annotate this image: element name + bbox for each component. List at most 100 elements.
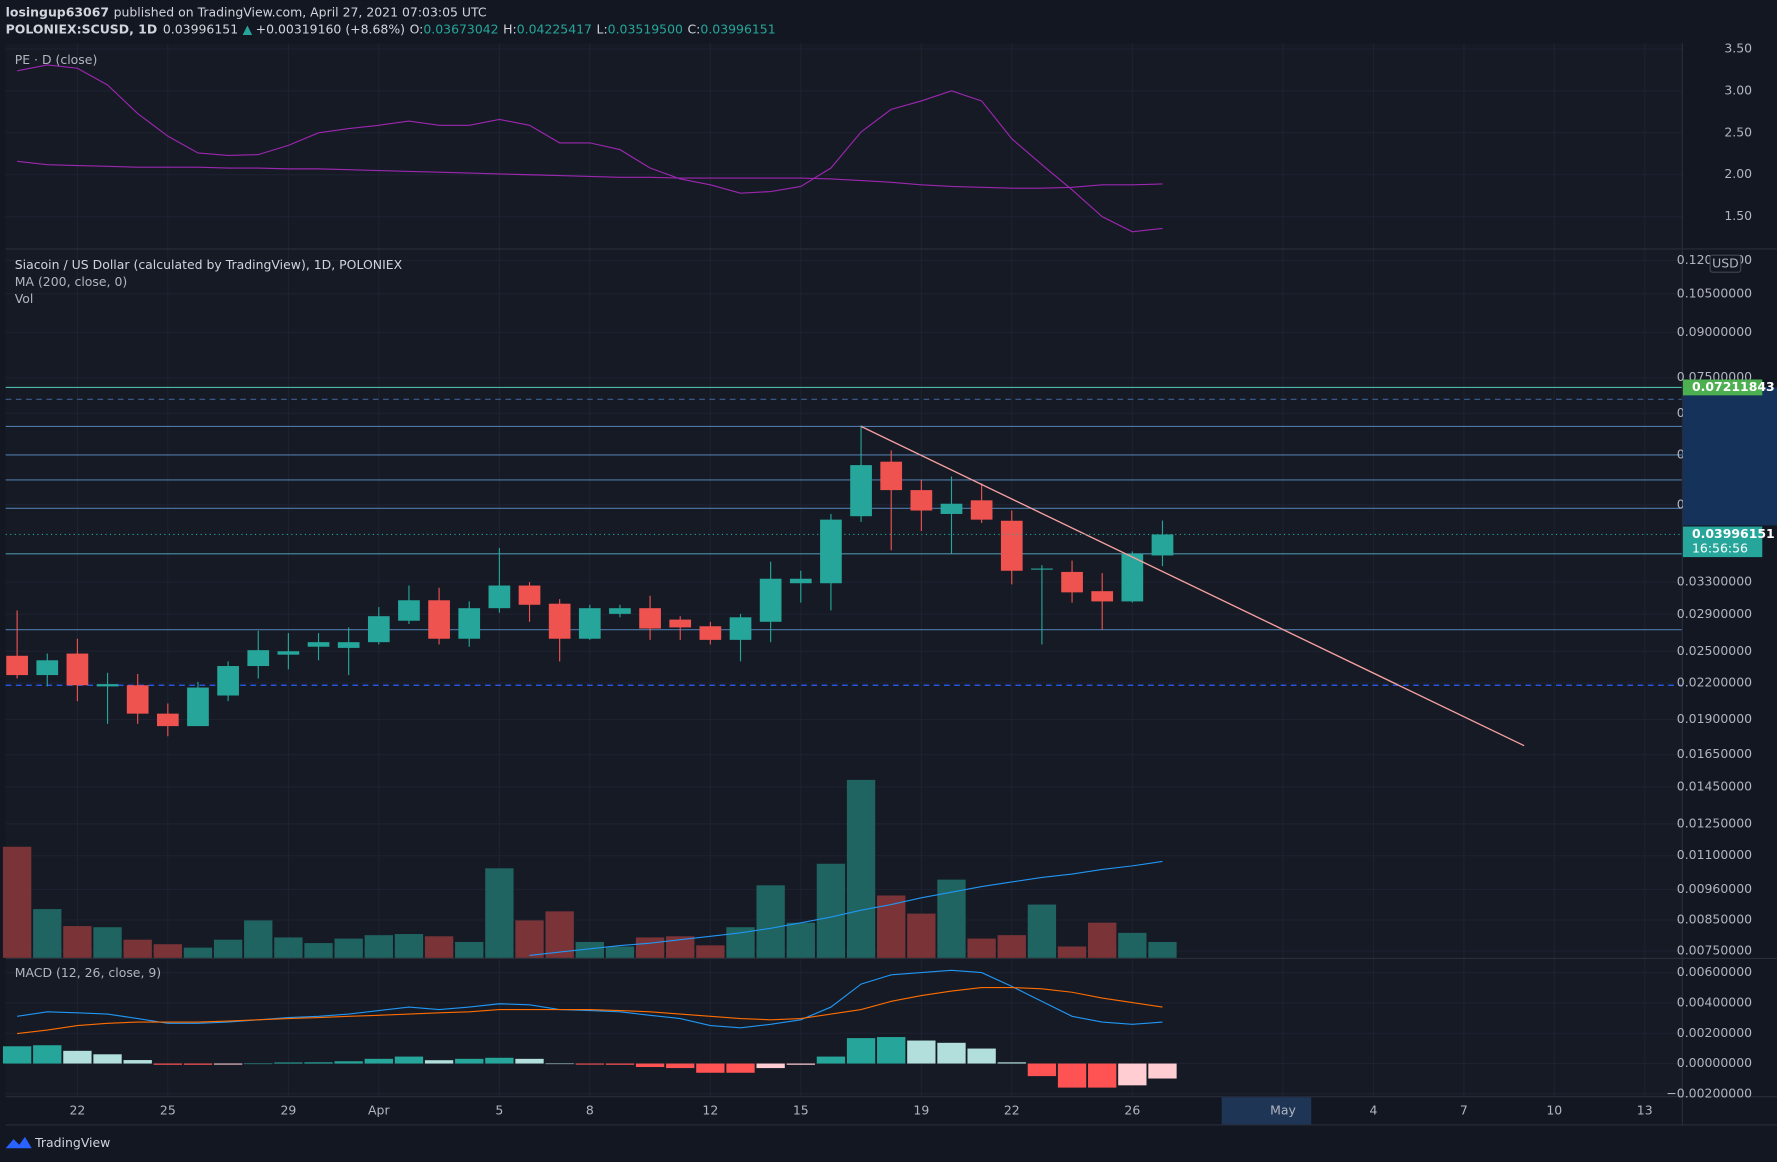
- x-tick-label: 22: [1004, 1102, 1020, 1117]
- candle-body: [337, 642, 360, 648]
- y-tick-label: 1.50: [1724, 208, 1752, 223]
- candle-body: [759, 578, 782, 622]
- histogram-bar: [575, 1063, 604, 1065]
- x-tick-label: 15: [793, 1102, 809, 1117]
- last-price-label: 0.03996151: [1692, 526, 1775, 541]
- series-line: [17, 969, 1163, 1029]
- brand: TradingView: [34, 1135, 110, 1150]
- volume-bar: [153, 944, 182, 958]
- volume-bar: [605, 946, 635, 958]
- histogram-bar: [997, 1062, 1026, 1064]
- volume-bar: [334, 938, 363, 958]
- volume-bar: [424, 936, 454, 958]
- volume-bar: [394, 934, 424, 958]
- volume-bar: [575, 941, 604, 958]
- volume-bar: [33, 909, 62, 958]
- y-tick-label: 3.50: [1724, 40, 1752, 55]
- histogram-bar: [123, 1060, 152, 1064]
- volume-bar: [545, 911, 574, 958]
- last-price-badge: [1682, 526, 1763, 558]
- y-tick-label: 0.00850000: [1677, 911, 1752, 926]
- histogram-bar: [696, 1063, 725, 1073]
- candle-body: [970, 500, 993, 520]
- axis-range: [1682, 387, 1777, 526]
- x-tick-label: 8: [586, 1102, 594, 1117]
- countdown: 16:56:56: [1692, 541, 1748, 556]
- candle-body: [850, 465, 872, 517]
- y-tick-label: 0.00400000: [1677, 994, 1752, 1009]
- volume-bar: [666, 936, 695, 958]
- histogram-bar: [515, 1058, 544, 1064]
- y-tick-label: 0.00200000: [1677, 1025, 1752, 1040]
- x-tick-label: 13: [1637, 1102, 1653, 1117]
- x-tick-label: 7: [1460, 1102, 1468, 1117]
- indicator-label: MA (200, close, 0): [15, 274, 128, 289]
- candle-body: [428, 600, 450, 639]
- quote-line: POLONIEX:SCUSD, 1D 0.03996151 ▲ +0.00319160…: [6, 21, 776, 36]
- histogram-bar: [213, 1063, 243, 1065]
- x-tick-label: 29: [280, 1102, 296, 1117]
- candle-body: [1031, 568, 1053, 570]
- histogram-bar: [183, 1063, 213, 1065]
- candle-body: [488, 585, 511, 609]
- volume-bar: [1057, 946, 1087, 958]
- histogram-bar: [605, 1063, 635, 1065]
- histogram-bar: [907, 1040, 936, 1064]
- series-line: [17, 160, 1163, 189]
- volume-bar: [485, 868, 514, 958]
- histogram-bar: [394, 1056, 424, 1064]
- volume-bar: [123, 939, 152, 958]
- candle-body: [367, 616, 390, 643]
- candle-body: [126, 685, 149, 714]
- volume-bar: [63, 926, 92, 958]
- candle-body: [6, 655, 28, 676]
- histogram-bar: [545, 1063, 574, 1065]
- volume-bar: [967, 938, 996, 958]
- histogram-bar: [1057, 1063, 1087, 1088]
- x-tick-label: 4: [1369, 1102, 1377, 1117]
- volume-bar: [213, 939, 243, 958]
- candle-body: [398, 600, 420, 621]
- x-tick-label: 5: [495, 1102, 503, 1117]
- histogram-bar: [756, 1063, 785, 1069]
- candle-body: [729, 617, 752, 640]
- candle-body: [1000, 520, 1023, 571]
- pane-title: PE · D (close): [15, 52, 98, 67]
- candle-body: [217, 666, 239, 696]
- y-tick-label: 0.00960000: [1677, 881, 1752, 896]
- y-tick-label: 0.01250000: [1677, 815, 1752, 830]
- candle-body: [940, 503, 963, 514]
- volume-bar: [756, 885, 785, 958]
- histogram-bar: [304, 1062, 333, 1064]
- candle-body: [609, 608, 631, 614]
- logo: TradingView: [5, 1135, 110, 1150]
- x-tick-label: 22: [69, 1102, 85, 1117]
- x-tick-label: 10: [1546, 1102, 1562, 1117]
- y-tick-label: 2.50: [1724, 124, 1752, 139]
- y-tick-label: −0.00200000: [1666, 1085, 1752, 1100]
- y-tick-label: 0.01900000: [1677, 711, 1752, 726]
- candle-body: [578, 608, 601, 639]
- x-tick-label: 19: [913, 1102, 929, 1117]
- volume-bar: [244, 920, 273, 958]
- candle-body: [96, 684, 119, 687]
- candle-body: [820, 519, 842, 584]
- volume-bar: [907, 913, 936, 958]
- x-tick-label: 25: [160, 1102, 176, 1117]
- volume-bar: [364, 935, 393, 958]
- candle-body: [639, 608, 661, 629]
- volume-bar: [816, 863, 846, 958]
- logo-icon: [5, 1136, 32, 1149]
- candle-body: [789, 578, 812, 584]
- volume-bar: [696, 945, 725, 958]
- volume-bar: [786, 922, 815, 958]
- histogram-bar: [635, 1063, 665, 1068]
- alert-badge: [1682, 379, 1763, 396]
- volume-bar: [1088, 922, 1117, 958]
- histogram-bar: [1088, 1063, 1117, 1088]
- volume-bar: [1118, 932, 1147, 958]
- volume-bar: [274, 937, 303, 958]
- histogram-bar: [33, 1045, 62, 1064]
- histogram-bar: [334, 1061, 363, 1064]
